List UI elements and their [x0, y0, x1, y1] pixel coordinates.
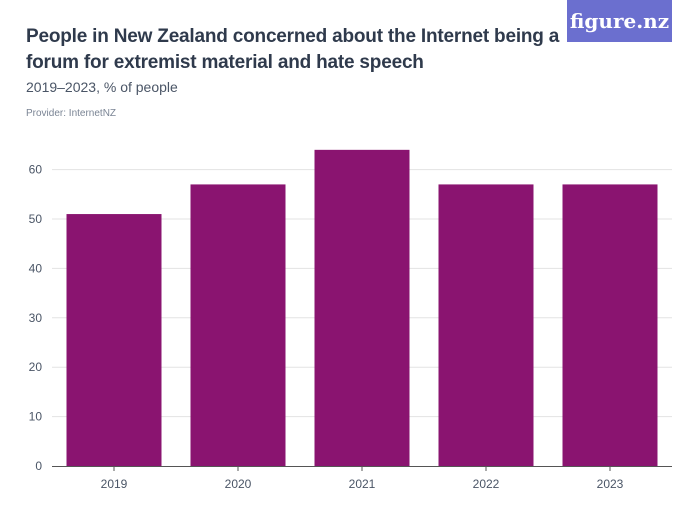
y-tick-label: 0 [35, 459, 42, 473]
x-tick-label: 2021 [349, 477, 376, 491]
data-provider: Provider: InternetNZ [26, 108, 117, 119]
bar [562, 184, 658, 467]
figure-nz-logo[interactable]: figure.nz [567, 0, 672, 42]
chart-title: People in New Zealand concerned about th… [26, 26, 560, 73]
y-tick-label: 60 [29, 163, 43, 177]
y-tick-label: 30 [29, 311, 43, 325]
y-tick-label: 20 [29, 360, 43, 374]
chart-subtitle: 2019–2023, % of people [26, 79, 178, 95]
x-tick-label: 2020 [225, 477, 252, 491]
y-tick-label: 10 [29, 410, 43, 424]
y-tick-label: 50 [29, 212, 43, 226]
bar [190, 184, 286, 467]
x-tick-label: 2023 [597, 477, 624, 491]
bar [314, 149, 410, 466]
bar [66, 214, 162, 466]
y-tick-label: 40 [29, 261, 43, 275]
x-tick-label: 2022 [473, 477, 500, 491]
bar [438, 184, 534, 467]
x-tick-label: 2019 [101, 477, 128, 491]
